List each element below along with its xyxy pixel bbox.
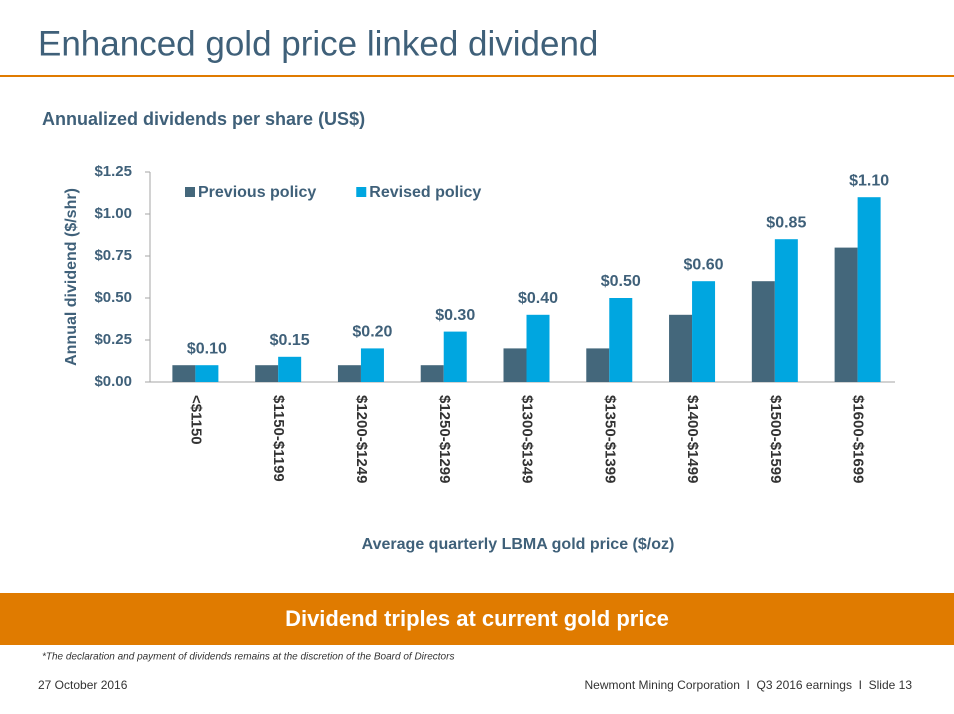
- y-tick-label: $1.00: [94, 205, 132, 222]
- bar: [669, 314, 693, 382]
- chart-title: Annualized dividends per share (US$): [42, 109, 365, 129]
- bar: [586, 348, 610, 382]
- value-label: $0.20: [352, 324, 392, 341]
- legend-label: Revised policy: [369, 184, 481, 201]
- footer-text: Newmont Mining Corporation I Q3 2016 ear…: [584, 678, 912, 692]
- value-label: $0.40: [518, 290, 558, 307]
- value-label: $1.10: [849, 172, 889, 189]
- bar: [337, 365, 361, 382]
- bar: [526, 314, 550, 382]
- bar: [443, 331, 467, 382]
- value-label: $0.15: [270, 332, 310, 349]
- footnote: *The declaration and payment of dividend…: [42, 652, 454, 663]
- footer-date: 27 October 2016: [38, 678, 128, 692]
- y-tick-label: $1.25: [94, 163, 132, 180]
- value-label: $0.10: [187, 340, 227, 357]
- x-axis-label: Average quarterly LBMA gold price ($/oz): [362, 536, 675, 553]
- legend-swatch: [185, 187, 195, 197]
- x-tick-label: $1350-$1399: [601, 395, 618, 483]
- bar: [857, 197, 881, 382]
- legend-label: Previous policy: [198, 184, 316, 201]
- value-label: $0.85: [766, 214, 806, 231]
- x-tick-label: $1250-$1299: [436, 395, 453, 483]
- bar: [609, 298, 633, 382]
- banner: [0, 593, 954, 645]
- banner-text: Dividend triples at current gold price: [285, 606, 669, 631]
- bar: [692, 281, 716, 382]
- slide-title: Enhanced gold price linked dividend: [38, 24, 598, 63]
- bar: [255, 365, 279, 382]
- x-tick-label: $1400-$1499: [684, 395, 701, 483]
- value-label: $0.50: [601, 273, 641, 290]
- bar: [420, 365, 444, 382]
- x-tick-label: $1300-$1349: [519, 395, 536, 483]
- y-tick-label: $0.25: [94, 331, 132, 348]
- x-tick-label: $1600-$1699: [850, 395, 867, 483]
- bar: [195, 365, 219, 382]
- value-label: $0.60: [684, 256, 724, 273]
- bar: [751, 281, 775, 382]
- bar: [172, 365, 196, 382]
- legend-swatch: [356, 187, 367, 197]
- y-tick-label: $0.50: [94, 289, 132, 306]
- y-tick-label: $0.75: [94, 247, 132, 264]
- bar: [360, 348, 384, 382]
- bar: [503, 348, 527, 382]
- x-tick-label: $1200-$1249: [353, 395, 370, 483]
- x-tick-label: $1500-$1599: [767, 395, 784, 483]
- bar: [278, 356, 302, 382]
- bar: [834, 247, 858, 382]
- bar: [774, 239, 798, 382]
- value-label: $0.30: [435, 307, 475, 324]
- x-tick-label: <$1150: [187, 395, 204, 445]
- x-tick-label: $1150-$1199: [270, 395, 287, 482]
- y-tick-label: $0.00: [94, 373, 132, 390]
- y-axis-label: Annual dividend ($/shr): [63, 188, 80, 366]
